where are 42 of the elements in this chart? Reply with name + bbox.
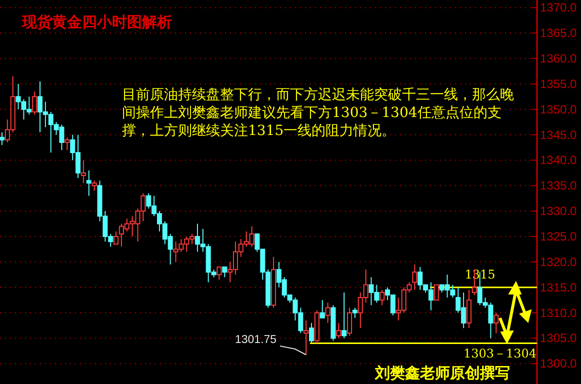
candlestick [342, 292, 347, 339]
annotation: 刘樊鑫老师原创撰写 [374, 364, 510, 382]
y-tick-label: 1325.0 [540, 230, 578, 244]
candlestick [434, 284, 439, 301]
candlestick [216, 266, 222, 280]
candlestick [466, 289, 472, 329]
candlestick [309, 322, 314, 344]
y-tick-label: 1370.0 [540, 0, 578, 15]
y-tick-label: 1350.0 [540, 102, 578, 116]
y-tick-label: 1320.0 [540, 254, 578, 269]
candlestick [336, 322, 342, 339]
candlestick [222, 266, 228, 278]
candlestick [320, 300, 325, 318]
y-tick-label: 1340.0 [540, 153, 578, 168]
y-tick-label: 1335.0 [540, 178, 578, 193]
y-tick-label: 1365.0 [540, 26, 578, 40]
candlestick [32, 91, 38, 115]
text: 现货黄金四小时图解析 [21, 13, 172, 31]
candlestick [304, 320, 309, 356]
candlestick [325, 302, 330, 324]
candlestick [86, 170, 92, 196]
candlestick [114, 230, 119, 245]
y-tick-label: 1305.0 [540, 331, 578, 346]
candlestick [0, 132, 4, 146]
y-tick-label: 1360.0 [540, 51, 578, 66]
y-tick-label: 1345.0 [540, 128, 578, 142]
candlestick [352, 307, 358, 318]
candlestick [412, 264, 418, 290]
candlestick [494, 312, 499, 334]
annotation: 目前原油持续盘整下行，而下方迟迟未能突破千三一线，那么晚间操作上刘樊鑫老师建议先看下方1303－1304任意点位的支撑，上方则继续关注1315一线的阻力情况。 [122, 86, 515, 140]
y-tick-label: 1315.0 [540, 280, 578, 294]
y-tick-label: 1330.0 [540, 204, 578, 218]
candlestick [380, 289, 385, 306]
y-tick-label: 1300.0 [540, 356, 578, 371]
candlestick [80, 160, 86, 184]
y-tick-label: 1310.0 [540, 306, 578, 320]
candlestick [92, 180, 97, 192]
candlestick [64, 136, 70, 151]
candlestick [347, 307, 352, 336]
y-tick-label: 1355.0 [540, 76, 578, 91]
ref-line-label: 1303－1304 [463, 346, 537, 360]
annotation: 1301.75 [235, 334, 277, 346]
